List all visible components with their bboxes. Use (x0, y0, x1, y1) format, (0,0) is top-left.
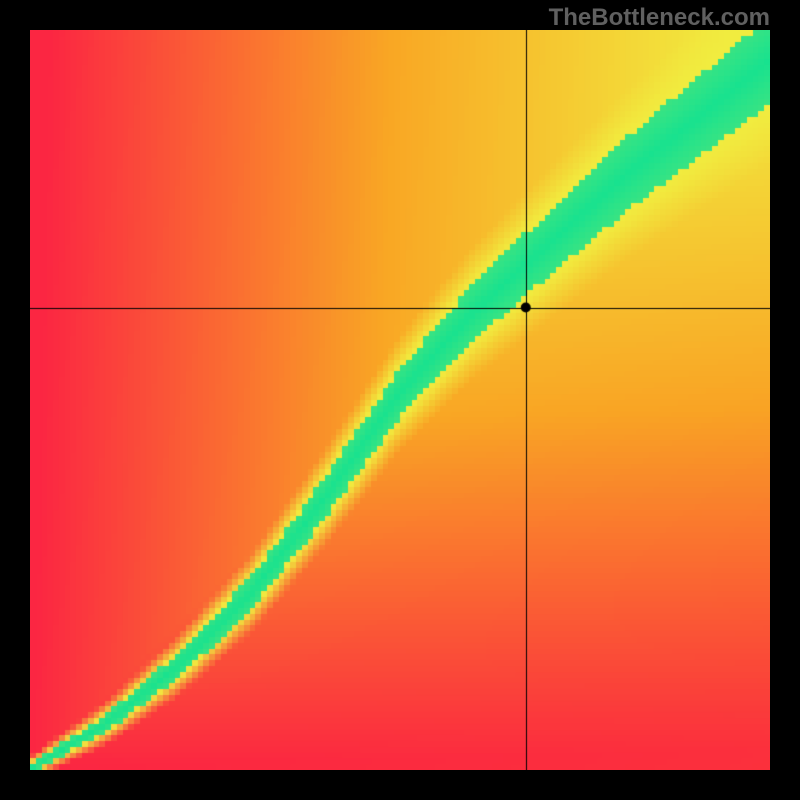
heatmap-canvas (30, 30, 770, 770)
chart-container: TheBottleneck.com (0, 0, 800, 800)
watermark-text: TheBottleneck.com (549, 4, 770, 32)
